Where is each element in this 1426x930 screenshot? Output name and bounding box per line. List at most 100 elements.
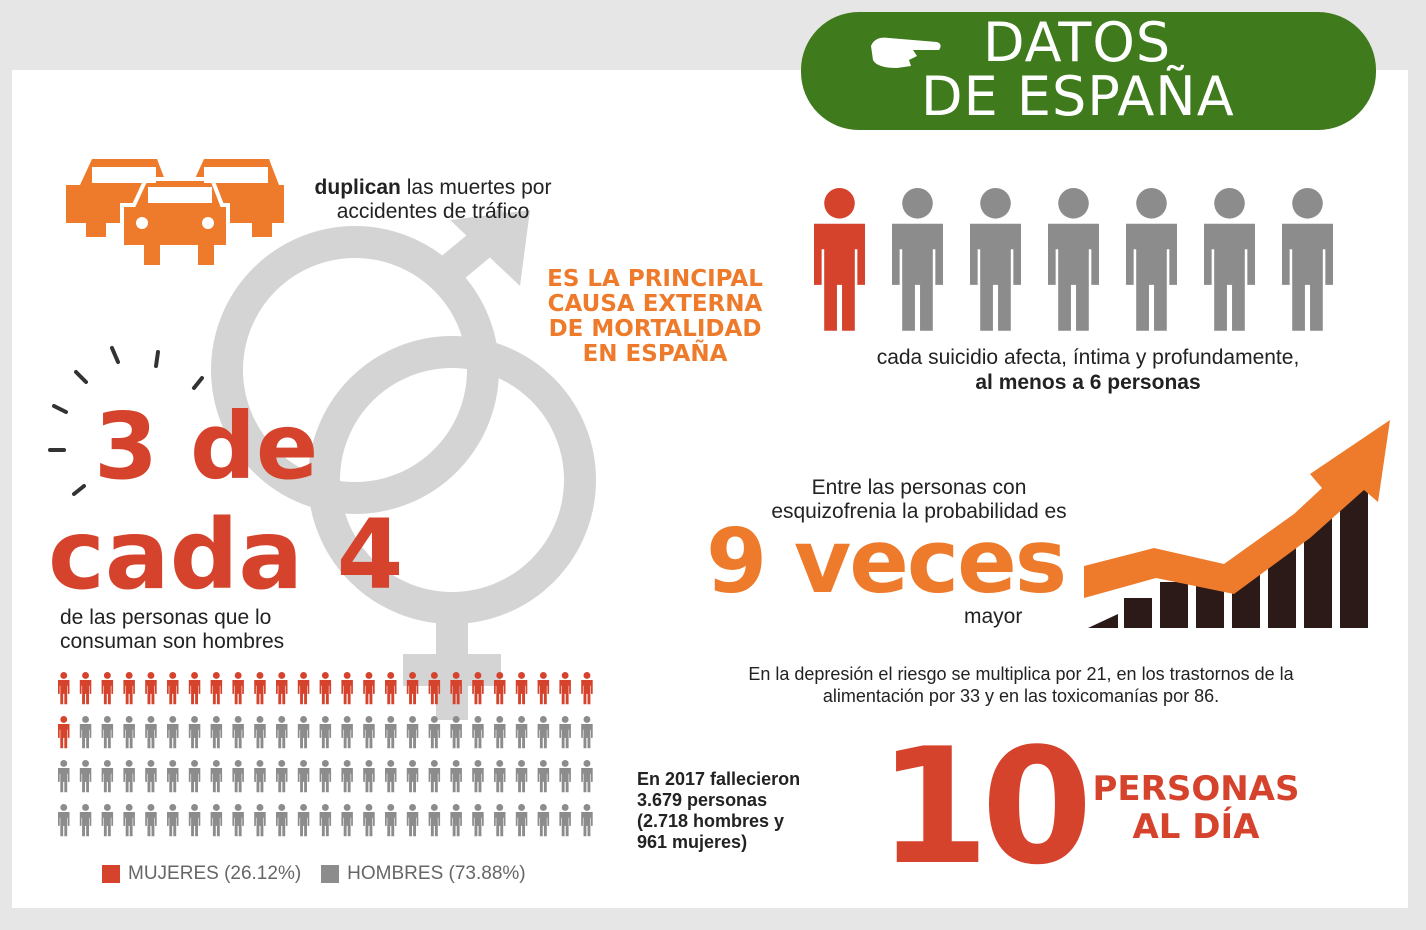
- gender-symbols-icon: [211, 207, 596, 720]
- woman-figure: [341, 672, 353, 705]
- man-figure: [297, 760, 310, 793]
- main-cause-headline: ES LA PRINCIPAL CAUSA EXTERNA DE MORTALI…: [532, 267, 778, 367]
- cars-caption: duplican las muertes por accidentes de t…: [302, 176, 564, 224]
- man-figure: [145, 760, 157, 793]
- woman-figure: [428, 672, 441, 705]
- man-figure: [276, 760, 288, 793]
- man-figure: [188, 760, 201, 793]
- man-figure: [341, 804, 353, 837]
- person-figure: [1048, 188, 1099, 331]
- man-figure: [101, 716, 114, 749]
- schizo-line-2: esquizofrenia la probabilidad es: [771, 500, 1067, 523]
- woman-figure: [254, 672, 266, 705]
- man-figure: [58, 804, 70, 837]
- woman-figure: [559, 672, 571, 705]
- man-figure: [79, 760, 92, 793]
- growth-arrow-icon: [1084, 420, 1390, 628]
- schizo-mayor: mayor: [964, 605, 1023, 628]
- depression-line-2: alimentación por 33 y en las toxicomanía…: [822, 686, 1220, 706]
- banner-line-2: DE ESPAÑA: [921, 65, 1235, 128]
- man-figure: [297, 716, 310, 749]
- man-figure: [167, 760, 179, 793]
- man-figure: [494, 716, 506, 749]
- deaths-line-1: En 2017 fallecieron: [637, 769, 801, 789]
- man-figure: [559, 716, 571, 749]
- man-figure: [363, 760, 375, 793]
- pointing-hand-icon: [871, 37, 941, 68]
- woman-figure: [232, 672, 244, 705]
- man-figure: [79, 716, 92, 749]
- cars-rest: las muertes por accidentes de tráfico: [336, 176, 552, 223]
- person-figure: [1126, 188, 1177, 331]
- man-figure: [537, 716, 550, 749]
- man-figure: [515, 716, 528, 749]
- man-figure: [450, 760, 462, 793]
- man-figure: [428, 716, 441, 749]
- woman-figure: [79, 672, 92, 705]
- person-figure: [970, 188, 1021, 331]
- deaths-line-2: 3.679 personas: [637, 790, 768, 810]
- man-figure: [472, 716, 484, 749]
- burst-lines-icon: [48, 346, 204, 496]
- man-figure: [319, 804, 332, 837]
- man-figure: [79, 804, 92, 837]
- headline-line-4: EN ESPAÑA: [582, 341, 728, 367]
- man-figure: [254, 716, 266, 749]
- man-figure: [254, 804, 266, 837]
- man-figure: [232, 760, 244, 793]
- man-figure: [123, 716, 135, 749]
- man-figure: [406, 716, 419, 749]
- man-figure: [581, 760, 593, 793]
- legend: MUJERES (26.12%) HOMBRES (73.88%): [102, 863, 526, 885]
- affect-caption: cada suicidio afecta, íntima y profundam…: [846, 345, 1330, 395]
- woman-figure: [58, 716, 70, 749]
- woman-figure: [145, 672, 157, 705]
- deaths-2017: En 2017 fallecieron 3.679 personas (2.71…: [637, 769, 837, 853]
- man-figure: [167, 716, 179, 749]
- man-figure: [494, 804, 506, 837]
- deaths-line-3: (2.718 hombres y: [637, 811, 785, 831]
- man-figure: [515, 760, 528, 793]
- man-figure: [472, 760, 484, 793]
- headline-line-1: ES LA PRINCIPAL: [547, 266, 763, 292]
- man-figure: [385, 760, 397, 793]
- man-figure: [472, 804, 484, 837]
- woman-figure: [406, 672, 419, 705]
- deaths-line-4: 961 mujeres): [637, 832, 748, 852]
- schizo-caption: Entre las personas con esquizofrenia la …: [746, 476, 1092, 524]
- woman-figure: [319, 672, 332, 705]
- cars-icon: [66, 159, 284, 269]
- man-figure: [537, 760, 550, 793]
- banner-line-1: DATOS: [983, 11, 1172, 74]
- seven-persons-icon: [814, 188, 1333, 331]
- affect-line-1: cada suicidio afecta, íntima y profundam…: [876, 346, 1300, 369]
- cars-bold: duplican: [314, 176, 401, 199]
- woman-figure: [123, 672, 135, 705]
- ratio-caption-1: de las personas que lo: [60, 606, 272, 629]
- woman-figure: [276, 672, 288, 705]
- person-figure: [892, 188, 943, 331]
- woman-figure: [210, 672, 223, 705]
- man-figure: [232, 716, 244, 749]
- woman-figure: [581, 672, 593, 705]
- woman-figure: [472, 672, 484, 705]
- man-figure: [537, 804, 550, 837]
- person-figure: [1204, 188, 1255, 331]
- man-figure: [515, 804, 528, 837]
- man-figure: [232, 804, 244, 837]
- man-figure: [254, 760, 266, 793]
- per-day-label: PERSONAS AL DÍA: [1080, 770, 1312, 846]
- man-figure: [210, 716, 223, 749]
- woman-figure: [450, 672, 462, 705]
- man-figure: [581, 804, 593, 837]
- man-figure: [428, 760, 441, 793]
- legend-men: HOMBRES (73.88%): [347, 863, 526, 884]
- women-swatch: [102, 865, 120, 883]
- woman-figure: [297, 672, 310, 705]
- man-figure: [385, 804, 397, 837]
- man-figure: [406, 760, 419, 793]
- man-figure: [450, 716, 462, 749]
- man-figure: [123, 804, 135, 837]
- woman-figure: [188, 672, 201, 705]
- man-figure: [581, 716, 593, 749]
